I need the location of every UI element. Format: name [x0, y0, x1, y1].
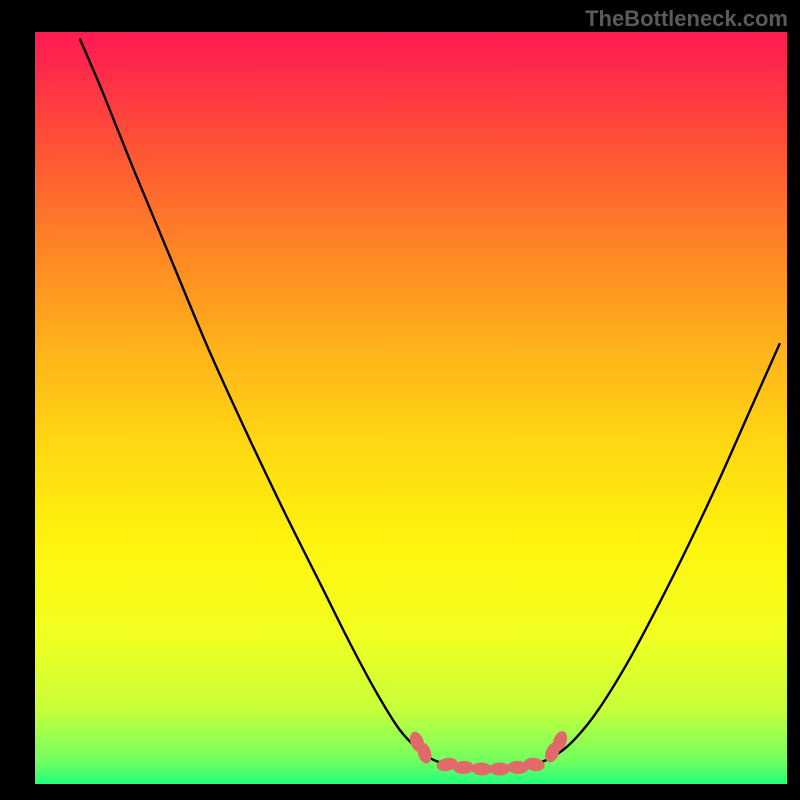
watermark-text: TheBottleneck.com [585, 6, 788, 32]
middle-flat-cluster-marker [453, 761, 473, 774]
middle-flat-cluster-marker [490, 763, 510, 775]
middle-flat-cluster-marker [471, 763, 491, 776]
bottom-marker-group [408, 730, 569, 776]
chart-canvas: TheBottleneck.com [0, 0, 800, 800]
plot-area [35, 32, 787, 784]
curve-layer [35, 32, 787, 784]
v-curve-path [80, 40, 779, 769]
